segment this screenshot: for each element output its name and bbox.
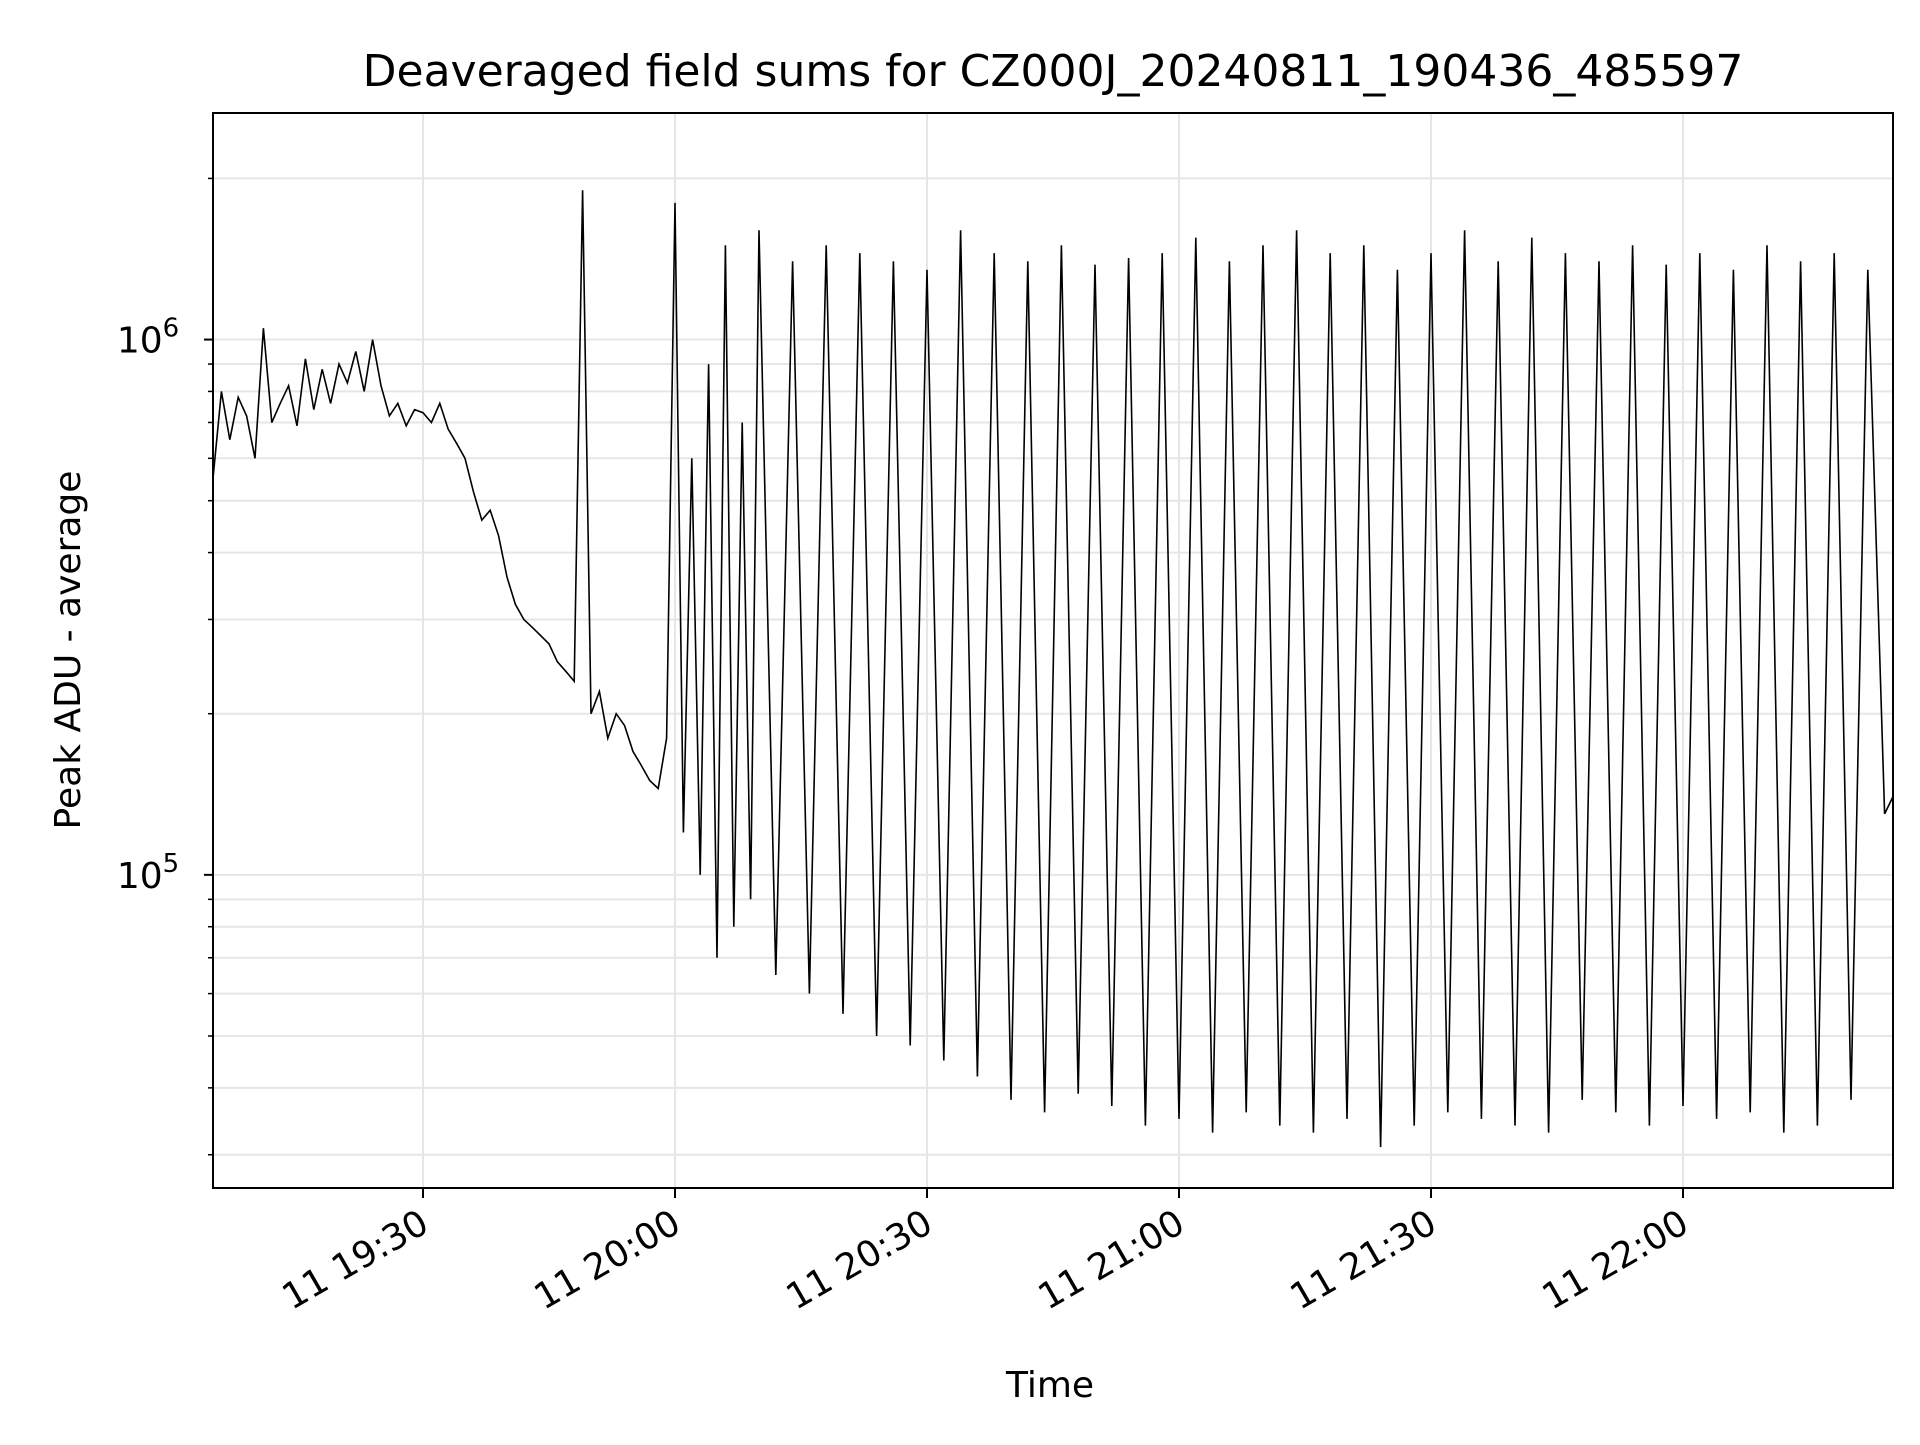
y-tick-label: 105 <box>117 849 179 897</box>
y-tick-label: 106 <box>117 314 179 362</box>
y-tick-base: 10 <box>117 321 163 362</box>
y-tick-exponent: 5 <box>163 849 180 879</box>
chart-title: Deaveraged field sums for CZ000J_2024081… <box>363 46 1744 97</box>
y-tick-exponent: 6 <box>163 314 180 344</box>
series-line <box>212 190 1894 1148</box>
plot-frame <box>212 112 1894 1189</box>
x-axis-label: Time <box>1005 1365 1094 1406</box>
grid-layer <box>213 113 1893 1188</box>
line-layer <box>212 190 1894 1148</box>
y-axis-label: Peak ADU - average <box>48 471 89 830</box>
y-tick-base: 10 <box>117 856 163 897</box>
